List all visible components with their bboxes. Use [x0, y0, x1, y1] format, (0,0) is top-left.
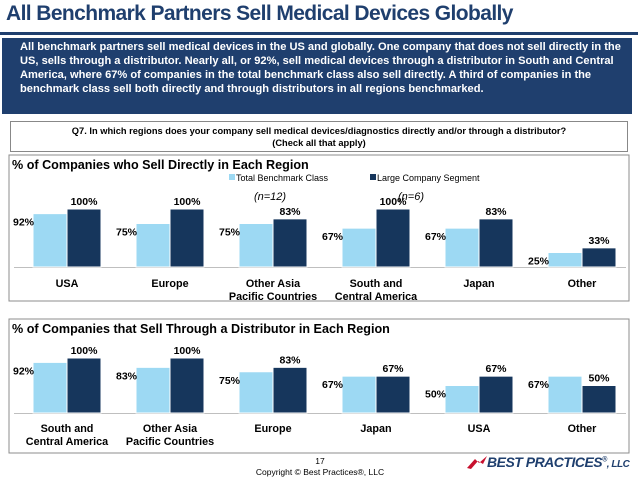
data-label-benchmark: 50%	[425, 389, 447, 401]
question-text: Q7. In which regions does your company s…	[10, 125, 628, 149]
bar-benchmark	[341, 375, 377, 414]
category-label: Japan	[360, 423, 391, 435]
data-label-benchmark: 92%	[13, 365, 35, 377]
bar-benchmark	[547, 375, 583, 414]
chart-frame	[8, 154, 630, 302]
bar-large	[581, 247, 617, 268]
bar-large	[478, 218, 514, 268]
copyright-text: Copyright © Best Practices®, LLC	[255, 467, 385, 477]
data-label-benchmark: 25%	[528, 256, 550, 268]
category-label: Europe	[151, 278, 188, 290]
bar-large	[66, 208, 102, 268]
bar-benchmark	[444, 227, 480, 268]
category-label: Other Asia	[143, 423, 198, 435]
series-note-benchmark: (n=12)	[254, 191, 286, 203]
data-label-benchmark: 67%	[322, 231, 344, 243]
page-number: 17	[315, 456, 325, 466]
data-label-large: 83%	[485, 206, 507, 218]
bar-large	[169, 208, 205, 268]
data-label-large: 100%	[174, 196, 202, 208]
bar-benchmark	[238, 371, 274, 414]
category-label: Europe	[254, 423, 291, 435]
data-label-benchmark: 92%	[13, 217, 35, 229]
bar-benchmark	[238, 223, 274, 268]
logo-swoosh-icon	[467, 456, 487, 469]
category-label: Other	[568, 278, 598, 290]
data-label-benchmark: 75%	[219, 227, 241, 239]
category-label: Central America	[335, 291, 418, 303]
legend-label-large: Large Company Segment	[377, 173, 480, 183]
logo-suffix: , LLC	[606, 459, 630, 470]
category-label: Other Asia	[246, 278, 301, 290]
logo-text: BEST PRACTICES	[487, 454, 603, 470]
logo-suffix-text: LLC	[611, 459, 630, 470]
chart-title: % of Companies that Sell Through a Distr…	[12, 322, 390, 336]
company-logo: BEST PRACTICES®, LLC	[487, 454, 630, 470]
category-label: USA	[468, 423, 491, 435]
bar-benchmark	[32, 361, 68, 414]
category-label: USA	[56, 278, 79, 290]
series-note-large: (n=6)	[398, 191, 424, 203]
chart-frame	[8, 318, 630, 454]
bar-benchmark	[32, 213, 68, 268]
legend-swatch-large	[370, 174, 376, 180]
legend-swatch-benchmark	[229, 174, 235, 180]
bar-benchmark	[341, 227, 377, 268]
category-label: South and	[350, 278, 403, 290]
data-label-large: 100%	[71, 345, 99, 357]
question-box	[10, 121, 628, 152]
category-label: South and	[41, 423, 94, 435]
question-line-1: Q7. In which regions does your company s…	[71, 126, 567, 136]
data-label-benchmark: 75%	[116, 227, 138, 239]
category-label: Japan	[463, 278, 494, 290]
data-label-large: 100%	[174, 345, 202, 357]
summary-box	[2, 38, 632, 114]
data-label-large: 83%	[279, 354, 301, 366]
bar-large	[478, 375, 514, 414]
legend-label-benchmark: Total Benchmark Class	[236, 173, 329, 183]
data-label-large: 100%	[71, 196, 99, 208]
logo-registered: ®	[602, 456, 607, 464]
chart-title: % of Companies who Sell Directly in Each…	[12, 158, 309, 172]
title-rule	[0, 32, 638, 35]
bar-large	[375, 375, 411, 414]
bar-benchmark	[444, 385, 480, 414]
data-label-large: 50%	[588, 373, 610, 385]
data-label-benchmark: 67%	[528, 379, 550, 391]
data-label-large: 100%	[380, 196, 408, 208]
data-label-large: 83%	[279, 206, 301, 218]
data-label-benchmark: 67%	[425, 231, 447, 243]
data-label-large: 67%	[382, 363, 404, 375]
bar-large	[581, 385, 617, 414]
category-label: Pacific Countries	[126, 436, 214, 448]
bar-large	[375, 208, 411, 268]
data-label-benchmark: 67%	[322, 379, 344, 391]
summary-text: All benchmark partners sell medical devi…	[20, 41, 621, 95]
bar-large	[272, 218, 308, 268]
bar-benchmark	[135, 366, 171, 414]
data-label-benchmark: 83%	[116, 370, 138, 382]
data-label-large: 67%	[485, 363, 507, 375]
question-line-2: (Check all that apply)	[272, 138, 366, 148]
bar-large	[66, 357, 102, 414]
page-title: All Benchmark Partners Sell Medical Devi…	[6, 2, 513, 25]
category-label: Central America	[26, 436, 109, 448]
category-label: Other	[568, 423, 598, 435]
bar-benchmark	[547, 252, 583, 268]
bar-large	[169, 357, 205, 414]
bar-benchmark	[135, 223, 171, 268]
category-label: Pacific Countries	[229, 291, 317, 303]
data-label-large: 33%	[588, 235, 610, 247]
bar-large	[272, 366, 308, 414]
data-label-benchmark: 75%	[219, 375, 241, 387]
